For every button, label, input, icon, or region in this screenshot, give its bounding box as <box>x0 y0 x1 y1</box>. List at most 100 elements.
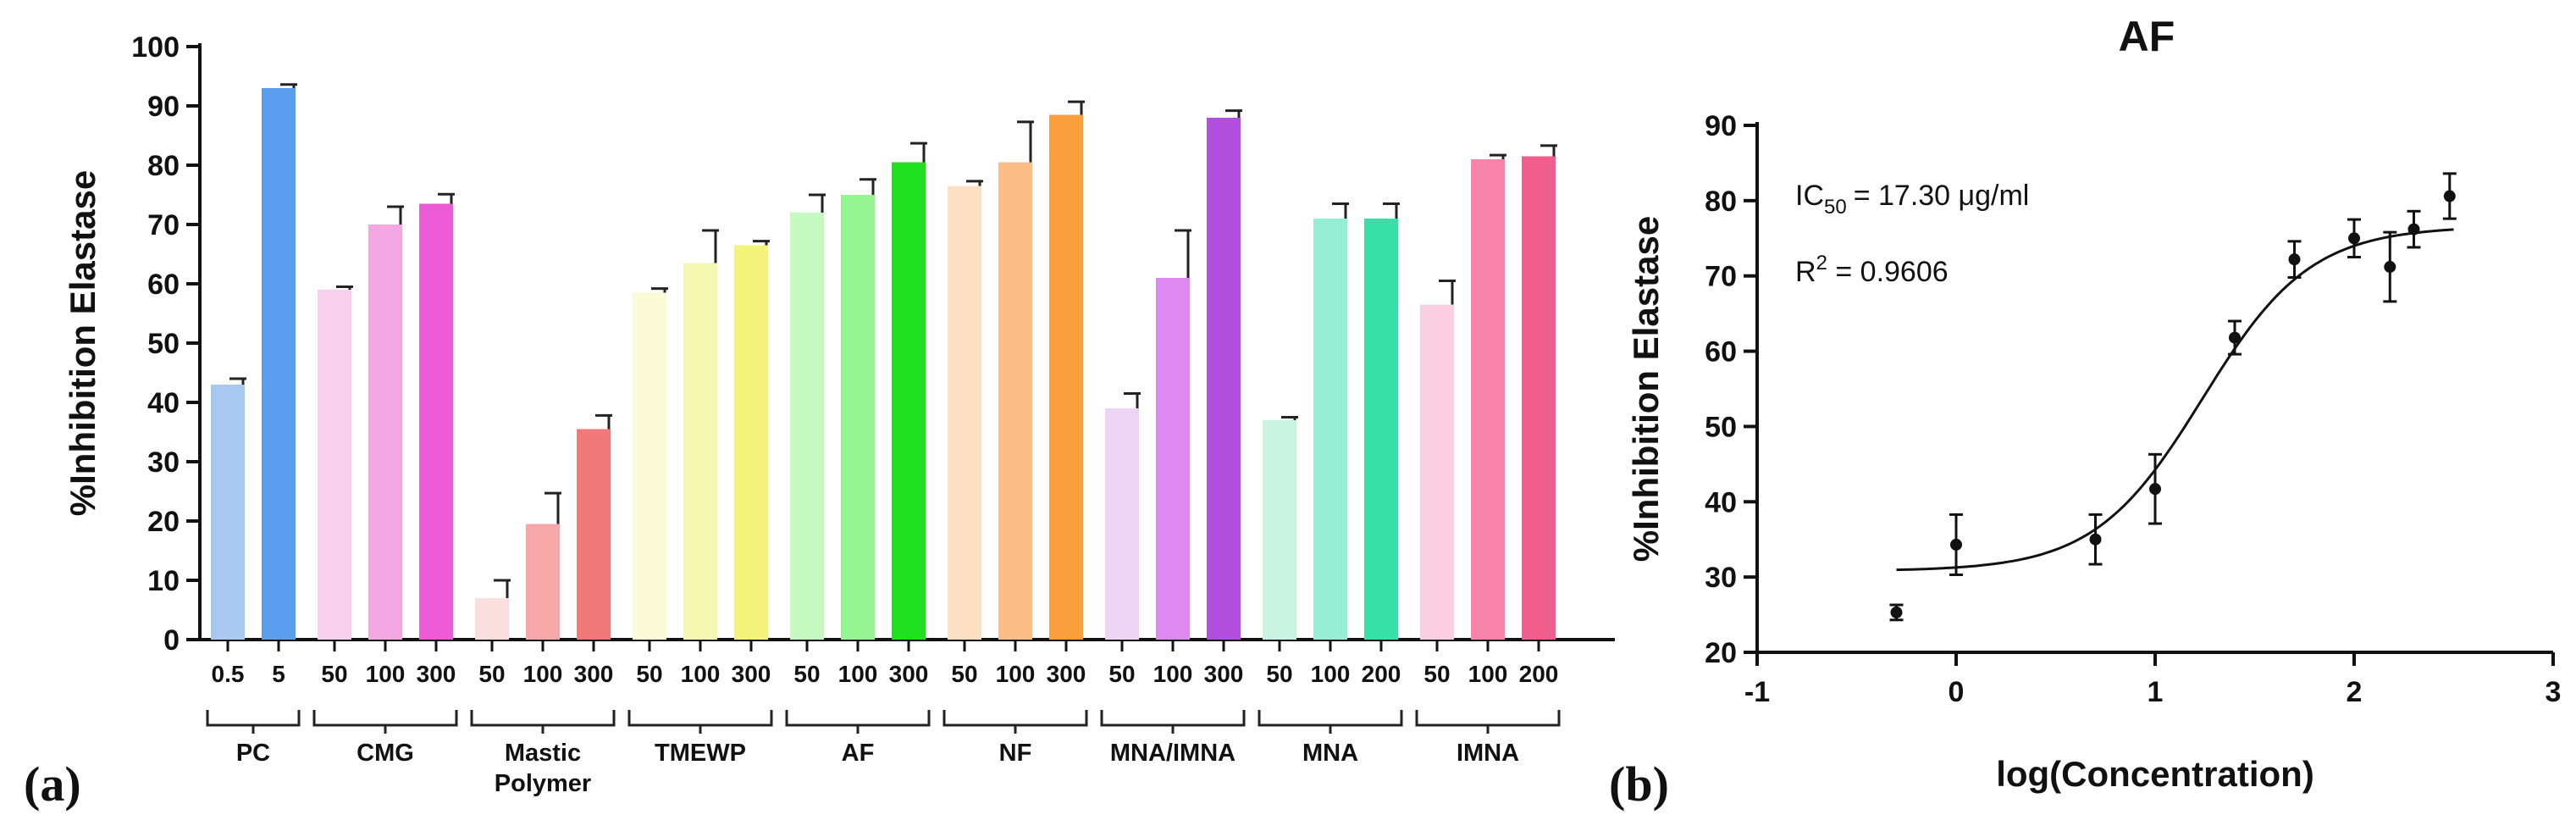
x-tick-label: 100 <box>1468 661 1508 687</box>
bar <box>1471 159 1505 640</box>
y-axis-title: %Inhibition Elastase <box>63 170 102 516</box>
data-point <box>2288 253 2301 266</box>
data-point <box>1890 606 1903 618</box>
y-tick-label: 30 <box>1705 562 1737 594</box>
bar <box>734 245 768 640</box>
x-tick-label: 100 <box>1311 661 1351 687</box>
x-tick-label: -1 <box>1744 676 1770 708</box>
group-bracket <box>627 710 773 727</box>
group-bracket <box>785 710 931 727</box>
x-tick-label: 300 <box>889 661 929 687</box>
y-tick-label: 90 <box>1705 110 1737 142</box>
chart-title: AF <box>2119 13 2175 60</box>
x-tick-label: 200 <box>1362 661 1401 687</box>
group-bracket <box>312 710 458 727</box>
bar <box>841 195 875 640</box>
x-tick-label: 300 <box>574 661 614 687</box>
bar <box>577 429 611 640</box>
x-tick-label: 100 <box>523 661 563 687</box>
group-label: MNA/IMNA <box>1110 740 1235 767</box>
x-tick-label: 1 <box>2148 676 2164 708</box>
ic50-prefix: IC <box>1795 180 1824 212</box>
group-bracket <box>943 710 1088 727</box>
x-tick-label: 50 <box>1266 661 1292 687</box>
x-tick-label: 0.5 <box>212 661 245 687</box>
x-tick-label: 100 <box>1153 661 1193 687</box>
y-tick-label: 40 <box>147 387 180 419</box>
bar <box>211 385 245 640</box>
group-bracket <box>1100 710 1246 727</box>
x-tick-label: 2 <box>2347 676 2363 708</box>
bar <box>1313 219 1347 640</box>
panel-label-a: (a) <box>24 757 81 812</box>
bar <box>1207 118 1241 640</box>
x-tick-label: 50 <box>321 661 347 687</box>
group-label: TMEWP <box>655 740 746 767</box>
group-label: PC <box>236 740 270 767</box>
group-bracket <box>206 710 301 727</box>
x-tick-label: 50 <box>1423 661 1450 687</box>
bar <box>1522 156 1556 640</box>
x-tick-label: 100 <box>681 661 721 687</box>
r2-value: = 0.9606 <box>1827 256 1949 288</box>
y-tick-label: 70 <box>1705 261 1737 293</box>
y-tick-label: 40 <box>1705 486 1737 518</box>
data-point <box>2149 483 2161 496</box>
data-point <box>2348 232 2360 245</box>
x-tick-label: 0 <box>1949 676 1965 708</box>
data-point <box>2229 331 2241 344</box>
bar <box>790 213 824 640</box>
bar <box>475 598 509 640</box>
x-tick-label: 200 <box>1519 661 1559 687</box>
bar <box>1364 219 1398 640</box>
x-tick-label: 300 <box>732 661 771 687</box>
x-tick-label: 50 <box>478 661 505 687</box>
y-tick-label: 70 <box>147 209 180 241</box>
group-label: CMG <box>357 740 414 767</box>
bar <box>948 186 981 640</box>
group-label: AF <box>842 740 875 767</box>
dose-response-panel: 20 30 40 50 60 70 80 90 -1 0 1 2 3 %Inhibition Elasta… <box>1609 13 2561 812</box>
bar <box>1105 408 1139 640</box>
y-tick-label: 50 <box>147 328 180 360</box>
x-tick-label: 300 <box>1204 661 1244 687</box>
group-label: Mastic Polymer <box>495 740 591 797</box>
y-tick-label: 30 <box>147 446 180 479</box>
y-tick-label: 10 <box>147 565 180 597</box>
bar <box>998 162 1032 640</box>
y-tick-label: 60 <box>1705 336 1737 369</box>
y-tick-label: 90 <box>147 91 180 123</box>
bar <box>419 203 453 640</box>
group-bracket <box>1415 710 1561 727</box>
bar <box>1263 420 1296 640</box>
bar-chart-panel: 0 10 20 30 40 50 60 70 80 90 100 %Inhibition Elasta… <box>24 31 1615 812</box>
x-axis-title: log(Concentration) <box>1996 754 2314 794</box>
y-tick-label: 20 <box>147 506 180 538</box>
x-tick-label: 100 <box>996 661 1036 687</box>
group-bracket <box>470 710 616 727</box>
r2-annotation: R2 = 0.9606 <box>1795 252 1949 288</box>
data-point <box>2384 261 2396 274</box>
y-tick-label: 80 <box>147 150 180 182</box>
group-label: MNA <box>1302 740 1358 767</box>
x-tick-label: 3 <box>2546 676 2562 708</box>
x-tick-label: 50 <box>951 661 977 687</box>
x-tick-label: 50 <box>1108 661 1135 687</box>
x-tick-label: 50 <box>793 661 820 687</box>
x-tick-label: 100 <box>838 661 878 687</box>
ic50-annotation: IC50 = 17.30 μg/ml <box>1795 180 2029 219</box>
bar <box>683 263 717 640</box>
ic50-subscript: 50 <box>1824 196 1847 219</box>
bar <box>1049 114 1083 640</box>
data-point <box>2089 533 2102 546</box>
data-point <box>2443 190 2456 202</box>
y-tick-label: 80 <box>1705 186 1737 218</box>
ic50-value: = 17.30 μg/ml <box>1854 180 2030 212</box>
bar <box>526 524 560 640</box>
y-tick-label: 60 <box>147 269 180 301</box>
x-tick-label: 100 <box>366 661 406 687</box>
fit-curve <box>1896 228 2454 572</box>
y-tick-label: 0 <box>163 624 180 657</box>
group-bracket <box>1258 710 1403 727</box>
bar <box>368 224 402 640</box>
